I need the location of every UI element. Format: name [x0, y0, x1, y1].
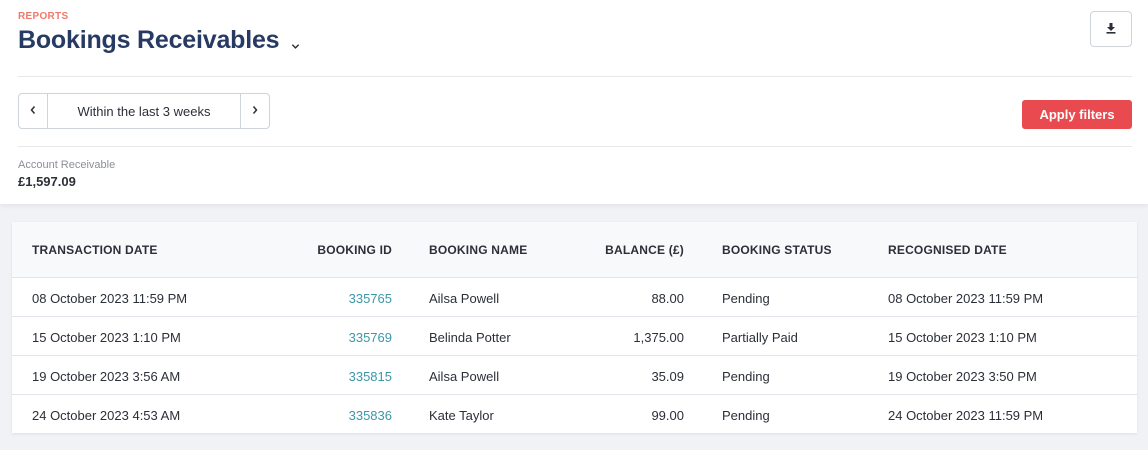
download-button[interactable]: [1090, 11, 1132, 47]
report-header-panel: REPORTS Bookings Receivables Within the …: [0, 0, 1148, 204]
booking-id-link[interactable]: 335769: [348, 330, 392, 345]
recognised-date-cell: 08 October 2023 11:59 PM: [888, 291, 1044, 306]
divider: [18, 146, 1132, 147]
booking-status-cell: Pending: [722, 408, 770, 423]
chevron-right-icon: [251, 102, 259, 120]
booking-name-cell: Kate Taylor: [429, 408, 494, 423]
receivables-table: TRANSACTION DATE BOOKING ID BOOKING NAME…: [12, 222, 1137, 433]
table-row: 24 October 2023 4:53 AM 335836 Kate Tayl…: [12, 395, 1137, 434]
booking-id-link[interactable]: 335815: [348, 369, 392, 384]
booking-status-cell: Pending: [722, 291, 770, 306]
next-range-button[interactable]: [240, 94, 269, 128]
booking-id-link[interactable]: 335836: [348, 408, 392, 423]
date-range-label[interactable]: Within the last 3 weeks: [77, 103, 211, 119]
balance-cell: 88.00: [651, 291, 684, 306]
booking-status-cell: Pending: [722, 369, 770, 384]
account-receivable-value: £1,597.09: [18, 174, 76, 189]
chevron-down-icon: [291, 38, 300, 49]
recognised-date-cell: 19 October 2023 3:50 PM: [888, 369, 1037, 384]
column-header-balance[interactable]: BALANCE (£): [605, 243, 684, 257]
balance-cell: 35.09: [651, 369, 684, 384]
booking-id-link[interactable]: 335765: [348, 291, 392, 306]
column-header-booking-status[interactable]: BOOKING STATUS: [722, 243, 832, 257]
balance-cell: 99.00: [651, 408, 684, 423]
download-icon: [1105, 22, 1117, 37]
recognised-date-cell: 24 October 2023 11:59 PM: [888, 408, 1044, 423]
apply-filters-button[interactable]: Apply filters: [1022, 100, 1132, 129]
date-range-picker: Within the last 3 weeks: [18, 93, 270, 129]
table-row: 15 October 2023 1:10 PM 335769 Belinda P…: [12, 317, 1137, 356]
report-selector[interactable]: Bookings Receivables: [18, 26, 300, 55]
divider: [18, 76, 1132, 77]
account-receivable-label: Account Receivable: [18, 159, 116, 171]
balance-cell: 1,375.00: [633, 330, 684, 345]
transaction-date-cell: 08 October 2023 11:59 PM: [32, 291, 188, 306]
column-header-recognised-date[interactable]: RECOGNISED DATE: [888, 243, 1007, 257]
transaction-date-cell: 15 October 2023 1:10 PM: [32, 330, 181, 345]
table-row: 08 October 2023 11:59 PM 335765 Ailsa Po…: [12, 278, 1137, 317]
column-header-transaction-date[interactable]: TRANSACTION DATE: [32, 243, 158, 257]
page-title: Bookings Receivables: [18, 26, 280, 54]
transaction-date-cell: 19 October 2023 3:56 AM: [32, 369, 181, 384]
booking-name-cell: Belinda Potter: [429, 330, 511, 345]
previous-range-button[interactable]: [19, 94, 48, 128]
column-header-booking-name[interactable]: BOOKING NAME: [429, 243, 528, 257]
booking-status-cell: Partially Paid: [722, 330, 798, 345]
table-row: 19 October 2023 3:56 AM 335815 Ailsa Pow…: [12, 356, 1137, 395]
booking-name-cell: Ailsa Powell: [429, 291, 500, 306]
column-header-booking-id[interactable]: BOOKING ID: [317, 243, 392, 257]
booking-name-cell: Ailsa Powell: [429, 369, 500, 384]
table-header: TRANSACTION DATE BOOKING ID BOOKING NAME…: [12, 222, 1137, 278]
chevron-left-icon: [29, 102, 37, 120]
breadcrumb: REPORTS: [18, 11, 69, 22]
transaction-date-cell: 24 October 2023 4:53 AM: [32, 408, 181, 423]
recognised-date-cell: 15 October 2023 1:10 PM: [888, 330, 1037, 345]
